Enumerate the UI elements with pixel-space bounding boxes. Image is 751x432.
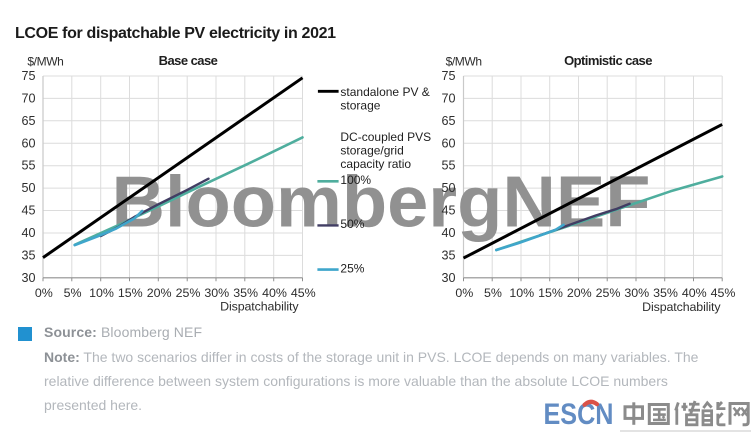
svg-text:100%: 100%: [340, 173, 371, 187]
svg-text:30%: 30%: [204, 286, 229, 300]
svg-text:75: 75: [21, 69, 35, 83]
svg-text:45%: 45%: [291, 286, 316, 300]
svg-text:70: 70: [441, 91, 455, 105]
svg-text:ESCN: ESCN: [544, 398, 614, 431]
svg-text:10%: 10%: [509, 286, 534, 300]
svg-text:0%: 0%: [35, 286, 53, 300]
svg-text:25%: 25%: [176, 286, 201, 300]
svg-text:50: 50: [441, 181, 455, 195]
svg-text:50%: 50%: [340, 217, 364, 231]
svg-text:capacity ratio: capacity ratio: [340, 157, 411, 171]
svg-text:35: 35: [21, 248, 35, 262]
svg-text:DC-coupled PVS: DC-coupled PVS: [340, 130, 431, 144]
svg-text:20%: 20%: [147, 286, 172, 300]
svg-text:50: 50: [21, 181, 35, 195]
svg-text:Optimistic case: Optimistic case: [564, 53, 652, 68]
svg-text:65: 65: [441, 114, 455, 128]
svg-text:Dispatchability: Dispatchability: [642, 300, 721, 314]
svg-text:55: 55: [21, 159, 35, 173]
svg-text:75: 75: [441, 69, 455, 83]
svg-text:40: 40: [21, 226, 35, 240]
svg-text:Base case: Base case: [159, 53, 218, 68]
svg-text:55: 55: [441, 159, 455, 173]
svg-text:70: 70: [21, 91, 35, 105]
svg-text:45: 45: [441, 204, 455, 218]
svg-text:25%: 25%: [596, 286, 621, 300]
svg-text:30: 30: [441, 271, 455, 285]
svg-text:35%: 35%: [653, 286, 678, 300]
svg-text:45%: 45%: [711, 286, 736, 300]
svg-text:standalone PV &: standalone PV &: [340, 85, 429, 99]
svg-text:$/MWh: $/MWh: [446, 54, 482, 68]
svg-text:60: 60: [21, 136, 35, 150]
svg-text:60: 60: [441, 136, 455, 150]
svg-text:30: 30: [21, 271, 35, 285]
svg-text:storage: storage: [340, 99, 380, 113]
svg-text:35: 35: [441, 248, 455, 262]
svg-text:40%: 40%: [682, 286, 707, 300]
svg-text:5%: 5%: [64, 286, 82, 300]
svg-text:65: 65: [21, 114, 35, 128]
svg-text:25%: 25%: [340, 261, 364, 275]
svg-text:15%: 15%: [118, 286, 143, 300]
svg-text:$/MWh: $/MWh: [27, 54, 63, 68]
svg-text:20%: 20%: [567, 286, 592, 300]
svg-text:Dispatchability: Dispatchability: [220, 300, 299, 314]
svg-text:0%: 0%: [455, 286, 473, 300]
svg-text:45: 45: [21, 204, 35, 218]
svg-text:40: 40: [441, 226, 455, 240]
svg-text:35%: 35%: [233, 286, 258, 300]
svg-text:30%: 30%: [624, 286, 649, 300]
svg-text:15%: 15%: [538, 286, 563, 300]
svg-text:storage/grid: storage/grid: [340, 144, 403, 158]
svg-text:40%: 40%: [262, 286, 287, 300]
svg-text:5%: 5%: [484, 286, 502, 300]
svg-text:10%: 10%: [89, 286, 114, 300]
